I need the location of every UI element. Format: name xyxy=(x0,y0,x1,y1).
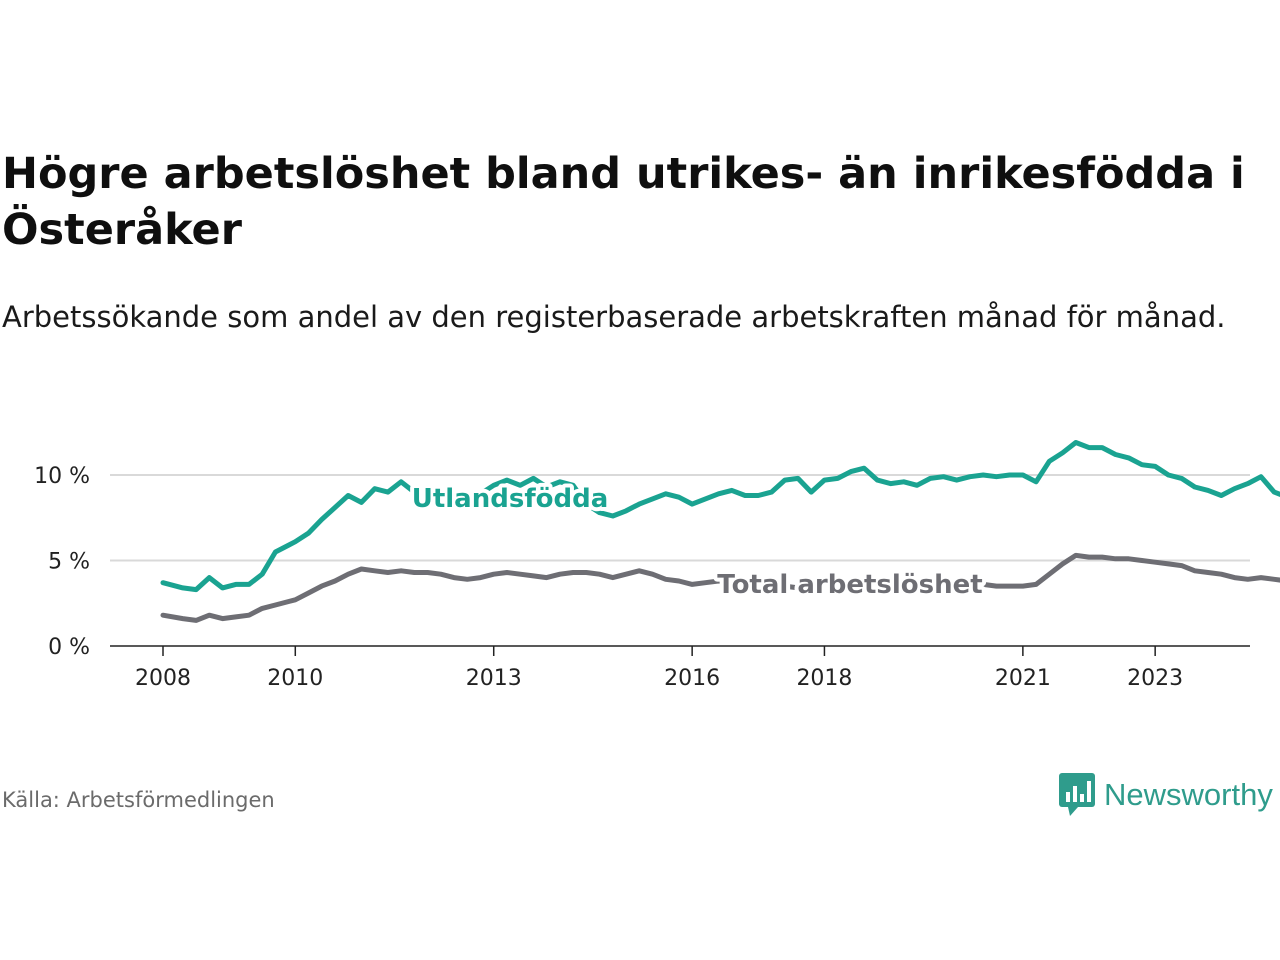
series-labels: 9 %Utlandsfödda4 %Total arbetslöshet xyxy=(408,480,987,604)
series-name-label: Utlandsfödda xyxy=(412,484,609,514)
brand-name: Newsworthy xyxy=(1104,777,1273,812)
newsworthy-logo: Newsworthy xyxy=(1058,772,1273,818)
series-line-utlandsfodda xyxy=(160,440,1280,593)
x-tick-label: 2013 xyxy=(466,666,522,691)
grid-lines xyxy=(110,474,1250,562)
axes: 0 % 5 % 10 % 2008 2010 2013 2016 2018 2021 2023 xyxy=(34,464,1250,691)
newsworthy-logo-icon xyxy=(1059,773,1095,816)
y-tick-label: 5 % xyxy=(48,550,90,575)
x-tick-label: 2023 xyxy=(1127,666,1183,691)
x-tick-label: 2008 xyxy=(135,666,191,691)
chart-subtitle: Arbetssökande som andel av den registerb… xyxy=(2,300,1226,334)
series-name-label: Total arbetslöshet xyxy=(717,570,982,600)
y-tick-label: 10 % xyxy=(34,464,90,489)
chart-title: Högre arbetslöshet bland utrikes- än inr… xyxy=(2,149,1245,255)
x-tick-label: 2016 xyxy=(664,666,720,691)
y-tick-label: 0 % xyxy=(48,635,90,660)
x-tick-label: 2010 xyxy=(267,666,323,691)
series-line-total xyxy=(160,552,1280,623)
x-tick-label: 2018 xyxy=(796,666,852,691)
source-note: Källa: Arbetsförmedlingen xyxy=(2,788,275,812)
x-tick-label: 2021 xyxy=(995,666,1051,691)
series-lines xyxy=(160,440,1280,623)
